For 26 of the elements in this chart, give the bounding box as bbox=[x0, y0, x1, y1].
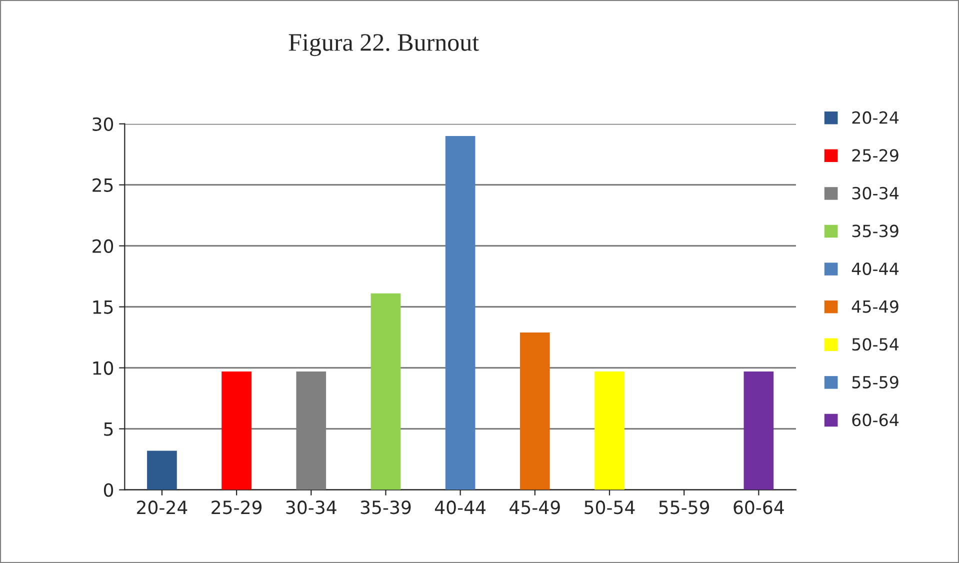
x-tick-label: 35-39 bbox=[360, 500, 411, 514]
y-tick-label: 5 bbox=[104, 422, 113, 436]
y-tick-label: 15 bbox=[93, 300, 113, 314]
x-tick-label: 40-44 bbox=[434, 500, 486, 514]
y-tick-label: 10 bbox=[93, 361, 114, 375]
legend-label: 20-24 bbox=[852, 111, 899, 124]
legend-label: 45-49 bbox=[852, 300, 898, 313]
legend-label: 40-44 bbox=[852, 262, 899, 276]
x-tick-label: 50-54 bbox=[584, 500, 635, 514]
y-tick-label: 20 bbox=[92, 239, 114, 253]
legend-label: 35-39 bbox=[852, 224, 898, 238]
y-tick-label: 25 bbox=[92, 178, 113, 192]
legend-label: 25-29 bbox=[852, 149, 898, 162]
legend-label: 60-64 bbox=[852, 414, 899, 426]
x-tick-label: 45-49 bbox=[510, 500, 560, 514]
x-tick-label: 55-59 bbox=[659, 500, 710, 514]
x-tick-label: 30-34 bbox=[286, 500, 336, 514]
y-tick-label: 0 bbox=[104, 483, 114, 497]
x-tick-label: 60-64 bbox=[734, 500, 784, 514]
x-tick-label: 20-24 bbox=[137, 500, 188, 514]
x-tick-label: 25-29 bbox=[212, 500, 262, 514]
chart-title: Figura 22. Burnout bbox=[288, 34, 479, 56]
legend-label: 50-54 bbox=[852, 338, 899, 351]
legend-label: 55-59 bbox=[852, 376, 898, 388]
legend-label: 30-34 bbox=[852, 186, 899, 200]
y-tick-label: 30 bbox=[92, 117, 114, 131]
